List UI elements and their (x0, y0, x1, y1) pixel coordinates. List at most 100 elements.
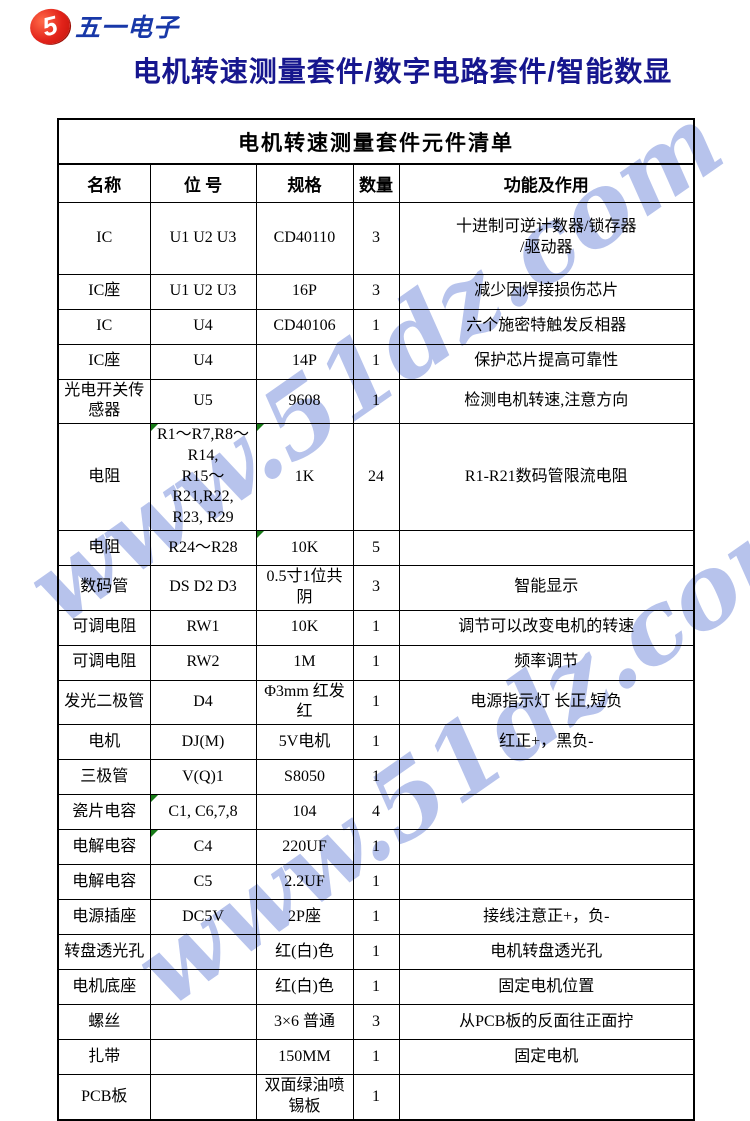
table-row: PCB板 双面绿油喷锡板 1 (57, 1074, 695, 1121)
component-func: 调节可以改变电机的转速 (458, 618, 635, 636)
component-ref: V(Q)1 (182, 767, 224, 785)
table-row: IC U1 U2 U3 CD40110 3 十进制可逆计数器/锁存器 /驱动器 (57, 201, 695, 275)
component-func: 从PCB板的反面往正面拧 (459, 1012, 634, 1030)
component-spec: 14P (292, 352, 317, 370)
header-name: 名称 (57, 163, 151, 203)
component-qty: 1 (372, 352, 380, 370)
component-spec: 220UF (282, 837, 327, 855)
component-ref: U5 (193, 391, 213, 409)
component-spec: 16P (292, 282, 317, 300)
table-row: 瓷片电容 C1, C6,7,8 104 4 (57, 794, 695, 831)
logo-brand-text: 五一电子 (75, 14, 180, 42)
component-name: 电阻 (88, 467, 121, 485)
component-spec: 双面绿油喷锡板 (264, 1077, 345, 1116)
component-qty: 1 (372, 1087, 380, 1105)
error-flag-triangle (256, 531, 264, 539)
table-row: 光电开关传感器 U5 9608 1 检测电机转速,注意方向 (57, 378, 695, 425)
component-func: 十进制可逆计数器/锁存器 /驱动器 (456, 218, 637, 256)
component-spec: 150MM (278, 1047, 331, 1065)
component-spec: 1M (293, 653, 316, 671)
component-qty: 4 (372, 802, 380, 820)
component-spec: 9608 (288, 391, 321, 409)
table-row: 电源插座 DC5V 2P座 1 接线注意正+，负- (57, 899, 695, 936)
logo-5-icon: 5 (26, 4, 74, 48)
header-qty: 数量 (352, 163, 400, 203)
component-qty: 1 (372, 1047, 380, 1065)
component-ref: DS D2 D3 (169, 578, 237, 596)
component-qty: 24 (368, 467, 384, 485)
component-ref: RW2 (186, 653, 220, 671)
component-spec: S8050 (284, 767, 325, 785)
table-row: 电解电容 C5 2.2UF 1 (57, 864, 695, 901)
component-func: 保护芯片提高可靠性 (474, 352, 619, 370)
component-func: 频率调节 (514, 653, 579, 671)
error-flag-triangle (150, 424, 158, 432)
component-ref: RW1 (186, 618, 220, 636)
component-name: 电解电容 (72, 837, 137, 855)
component-spec: 红(白)色 (275, 977, 334, 995)
component-qty: 1 (372, 317, 380, 335)
component-spec: CD40110 (273, 228, 336, 246)
table-row: 可调电阻 RW2 1M 1 频率调节 (57, 644, 695, 681)
component-func: 固定电机 (514, 1047, 579, 1065)
component-name: 电源插座 (72, 907, 137, 925)
component-qty: 1 (372, 907, 380, 925)
component-name: 电解电容 (72, 872, 137, 890)
error-flag-triangle (150, 795, 158, 803)
component-ref: R24～R28 (168, 538, 238, 556)
component-spec: 10K (290, 618, 319, 636)
table-header-row: 名称 位 号 规格 数量 功能及作用 (57, 163, 695, 203)
brand-logo: 5 五一电子 (26, 4, 180, 48)
component-spec: Φ3mm 红发红 (264, 682, 345, 721)
component-name: IC座 (88, 282, 121, 300)
table-row: 电机底座 红(白)色 1 固定电机位置 (57, 969, 695, 1006)
component-func: R1-R21数码管限流电阻 (464, 467, 628, 485)
error-flag-triangle (256, 424, 264, 432)
component-func: 红正+，黑负- (499, 732, 594, 750)
component-name: IC (96, 317, 113, 335)
component-qty: 1 (372, 837, 380, 855)
component-ref: U1 U2 U3 (169, 228, 237, 246)
table-row: 转盘透光孔 红(白)色 1 电机转盘透光孔 (57, 934, 695, 971)
component-name: PCB板 (81, 1087, 128, 1105)
table-caption: 电机转速测量套件元件清单 (57, 118, 695, 165)
component-ref: DJ(M) (181, 732, 225, 750)
component-func: 检测电机转速,注意方向 (464, 391, 629, 409)
component-name: 可调电阻 (72, 653, 137, 671)
component-ref: C4 (193, 837, 213, 855)
component-qty: 1 (372, 653, 380, 671)
table-row: 电解电容 C4 220UF 1 (57, 829, 695, 866)
component-ref: C1, C6,7,8 (168, 802, 238, 820)
component-spec: 1K (294, 467, 315, 485)
component-spec: 2.2UF (284, 872, 325, 890)
component-ref: DC5V (182, 907, 224, 925)
table-row: 电机 DJ(M) 5V电机 1 红正+，黑负- (57, 724, 695, 761)
component-qty: 3 (372, 228, 380, 246)
component-qty: 3 (372, 578, 380, 596)
component-name: 光电开关传感器 (64, 381, 145, 420)
component-name: 三极管 (80, 767, 129, 785)
component-spec: 10K (290, 538, 319, 556)
component-table: 电机转速测量套件元件清单 名称 位 号 规格 数量 功能及作用 IC U1 U2… (57, 118, 696, 1121)
component-qty: 1 (372, 977, 380, 995)
component-spec: CD40106 (273, 317, 336, 335)
component-qty: 1 (372, 872, 380, 890)
page-title: 电机转速测量套件/数字电路套件/智能数显 (132, 56, 673, 87)
component-name: 电机底座 (72, 977, 137, 995)
table-row: 可调电阻 RW1 10K 1 调节可以改变电机的转速 (57, 609, 695, 646)
component-name: 电机 (88, 732, 121, 750)
header-func: 功能及作用 (398, 163, 695, 203)
component-func: 智能显示 (514, 578, 579, 596)
table-row: 螺丝 3×6 普通 3 从PCB板的反面往正面拧 (57, 1004, 695, 1041)
table-row: 数码管 DS D2 D3 0.5寸1位共阴 3 智能显示 (57, 565, 695, 611)
component-func: 减少因焊接损伤芯片 (474, 282, 619, 300)
component-ref: U4 (193, 317, 213, 335)
table-row: 电阻 R24～R28 10K 5 (57, 530, 695, 567)
component-ref: U1 U2 U3 (169, 282, 237, 300)
component-name: 扎带 (88, 1047, 121, 1065)
component-name: 电阻 (88, 538, 121, 556)
component-name: IC座 (88, 352, 121, 370)
component-spec: 0.5寸1位共阴 (266, 568, 343, 606)
component-ref: C5 (193, 872, 213, 890)
component-spec: 104 (292, 802, 317, 820)
